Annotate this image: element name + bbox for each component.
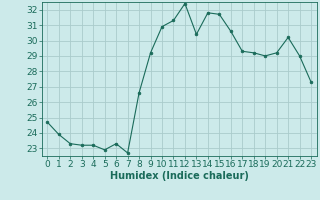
X-axis label: Humidex (Indice chaleur): Humidex (Indice chaleur) <box>110 171 249 181</box>
